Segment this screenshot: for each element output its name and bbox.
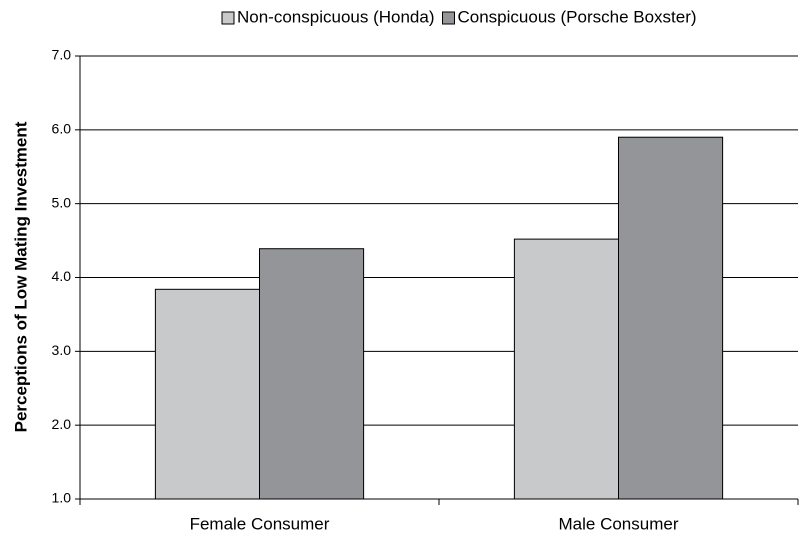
y-tick-label: 5.0 [52, 194, 72, 210]
bar [259, 248, 365, 500]
x-tick-label: Female Consumer [190, 514, 330, 533]
legend-label: Conspicuous (Porsche Boxster) [458, 7, 697, 26]
y-tick-label: 4.0 [52, 268, 72, 284]
x-tick-label: Male Consumer [559, 514, 679, 533]
y-tick-label: 2.0 [52, 416, 72, 432]
y-axis-label: Perceptions of Low Mating Investment [11, 121, 30, 432]
y-tick-label: 7.0 [52, 47, 72, 63]
y-tick-label: 3.0 [52, 342, 72, 358]
y-tick-label: 1.0 [52, 490, 72, 506]
legend-swatch [221, 11, 235, 25]
bar [618, 136, 724, 500]
bar [513, 238, 620, 500]
y-tick-label: 6.0 [52, 121, 72, 137]
bar [154, 288, 260, 500]
legend-swatch [442, 11, 455, 25]
legend-label: Non-conspicuous (Honda) [237, 7, 435, 26]
